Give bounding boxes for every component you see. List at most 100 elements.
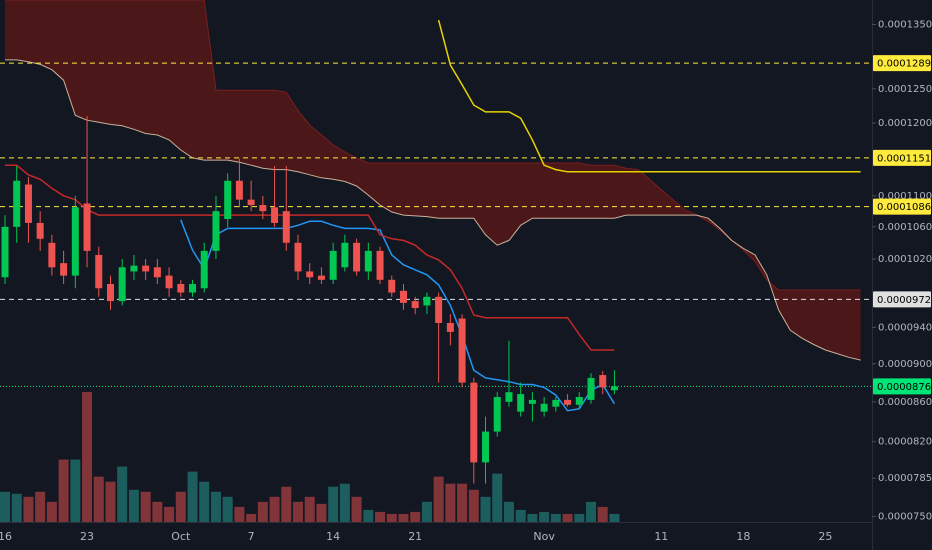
volume-bar	[58, 459, 69, 522]
x-tick-label: Oct	[171, 530, 191, 543]
y-tick-label: 0.0001350	[878, 19, 932, 30]
candle-body	[165, 275, 173, 289]
candle-body	[224, 180, 232, 219]
volume-bar	[35, 491, 46, 522]
y-tick-label: 0.0000785	[878, 473, 932, 484]
candle-body	[317, 275, 325, 280]
candle-body	[587, 377, 595, 400]
candle-body	[517, 394, 525, 412]
x-tick-label: 14	[326, 530, 340, 543]
candle-body	[24, 184, 32, 223]
indicator-line	[5, 164, 615, 351]
candle-body	[423, 296, 431, 306]
volume-bar	[117, 466, 128, 522]
candle-body	[259, 205, 267, 212]
y-tick-label: 0.0001200	[878, 118, 932, 129]
candle-body	[353, 242, 361, 272]
price-level-tag	[873, 55, 931, 72]
volume-bar	[480, 496, 491, 522]
price-level-tag	[873, 149, 931, 166]
candle-body	[528, 399, 536, 404]
volume-bar	[375, 511, 386, 522]
x-tick-label: 21	[408, 530, 422, 543]
volume-bar	[269, 496, 280, 522]
volume-bar	[539, 511, 550, 522]
candle-body	[235, 180, 243, 200]
candle-body	[610, 386, 618, 391]
candle-body	[36, 222, 44, 239]
candle-body	[1, 226, 9, 278]
volume-bar	[363, 509, 374, 522]
volume-bar	[257, 501, 268, 522]
candle-body	[118, 267, 126, 302]
volume-bar	[164, 506, 175, 522]
volume-bar	[328, 486, 339, 522]
y-tick-label: 0.0000750	[878, 511, 932, 522]
candle-body	[95, 254, 103, 289]
candle-body	[329, 250, 337, 280]
volume-bar	[70, 459, 81, 522]
x-tick-label: 18	[736, 530, 750, 543]
cloud-edge	[5, 0, 861, 291]
volume-bar	[445, 483, 456, 522]
price-level-tag	[873, 291, 931, 308]
candle-body	[294, 242, 302, 272]
cloud-edge	[5, 59, 861, 361]
candle-body	[458, 318, 466, 383]
volume-bar	[457, 483, 468, 522]
volume-bar	[93, 476, 104, 522]
volume-bar	[609, 513, 620, 522]
candle-body	[540, 403, 548, 412]
volume-bar	[82, 392, 93, 522]
candle-body	[83, 203, 91, 251]
volume-bar	[210, 491, 221, 522]
volume-bar	[574, 513, 585, 522]
volume-bar	[293, 501, 303, 522]
y-tick-label: 0.0001060	[878, 222, 932, 233]
candle-body	[411, 301, 419, 309]
axes: 0.00013500.00012500.00012000.00011000.00…	[0, 19, 932, 543]
candle-body	[399, 290, 407, 303]
volume-bar	[586, 501, 596, 522]
candle-body	[247, 199, 255, 206]
candle-body	[364, 250, 372, 272]
volume-bar	[316, 503, 327, 522]
candle-body	[271, 207, 279, 223]
indicator-line	[437, 19, 861, 173]
volume-bar	[128, 489, 139, 522]
x-tick-label: 16	[0, 530, 12, 543]
candle-body	[71, 207, 79, 276]
volume-bar	[152, 501, 163, 522]
volume-bar	[234, 506, 245, 522]
volume-bar	[515, 509, 526, 522]
price-level-label: 0.0000972	[877, 295, 931, 306]
x-tick-label: 23	[80, 530, 94, 543]
y-tick-label: 0.0001250	[878, 84, 932, 95]
candle-body	[177, 284, 185, 293]
volume-bar	[281, 486, 292, 522]
candle-body	[282, 211, 290, 243]
volume-bar	[11, 493, 22, 522]
candle-body	[130, 265, 138, 272]
candle-body	[376, 250, 384, 280]
volume-bar	[386, 513, 397, 522]
volume-bar	[597, 506, 608, 522]
candle-body	[48, 242, 56, 268]
candle-body	[341, 242, 349, 268]
candle-body	[60, 263, 68, 276]
plot-area	[0, 0, 872, 522]
volume-bar	[503, 501, 514, 522]
volume-bar	[562, 513, 573, 522]
candle-body	[13, 180, 21, 227]
candle-body	[189, 284, 197, 293]
candle-body	[493, 397, 501, 432]
volume-bar	[105, 481, 116, 522]
x-tick-label: 7	[248, 530, 255, 543]
price-level-label: 0.0001151	[877, 153, 931, 164]
candle-body	[142, 265, 150, 272]
volume-bar	[410, 511, 421, 522]
candle-body	[505, 392, 513, 402]
volume-bar	[140, 491, 151, 522]
volume-bar	[398, 513, 409, 522]
